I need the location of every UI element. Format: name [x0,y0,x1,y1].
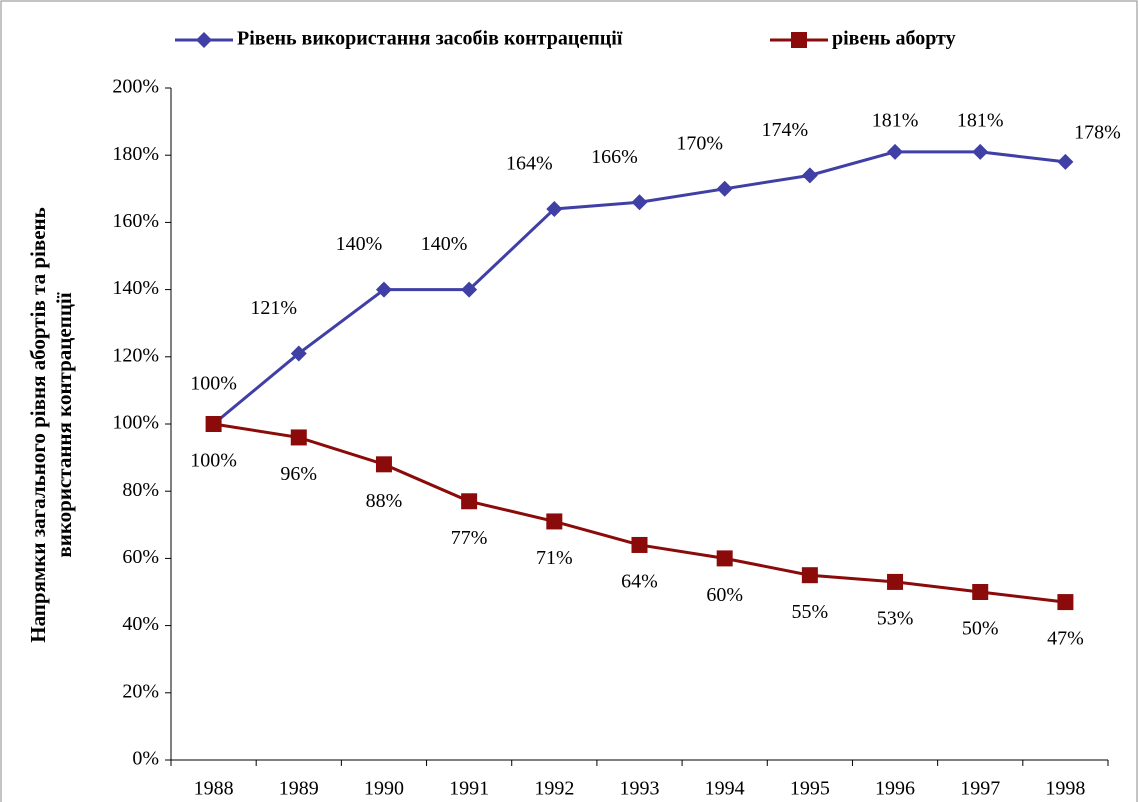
y-tick-label: 60% [122,546,159,568]
data-label: 174% [762,119,809,141]
data-label: 178% [1074,122,1121,144]
y-tick-label: 140% [112,277,159,299]
y-tick-label: 40% [122,613,159,635]
data-label: 121% [250,297,297,319]
data-label: 47% [1047,628,1084,650]
point [546,513,563,530]
legend-label: Рівень використання засобів контрацепції [237,28,623,50]
legend-label: рівень аборту [832,28,956,50]
point [631,536,648,553]
x-tick-label: 1995 [790,778,830,800]
data-label: 71% [536,547,573,569]
data-label: 77% [451,527,488,549]
point [887,143,904,160]
x-tick-label: 1994 [705,778,745,800]
y-tick-label: 180% [112,143,159,165]
point [716,180,733,197]
point [290,429,307,446]
y-tick-label: 20% [122,680,159,702]
y-axis-title-line: використання контрацепції [52,292,76,557]
point [631,194,648,211]
point [716,550,733,567]
point [1057,153,1074,170]
y-tick-label: 100% [112,412,159,434]
y-tick-label: 160% [112,210,159,232]
point [791,32,807,48]
x-tick-label: 1996 [875,778,915,800]
y-axis-title: Напрямки загального рівня абортів та рів… [26,207,76,643]
y-tick-label: 0% [132,748,159,770]
point [1057,594,1074,611]
data-label: 140% [336,233,383,255]
data-label: 181% [872,109,919,131]
point [461,493,478,510]
x-tick-label: 1989 [279,778,319,800]
data-label: 53% [877,608,914,630]
y-tick-label: 120% [112,344,159,366]
x-tick-label: 1990 [364,778,404,800]
data-label: 181% [957,109,1004,131]
y-tick-label: 80% [122,479,159,501]
data-label: 60% [706,584,743,606]
data-label: 164% [506,153,553,175]
data-label: 55% [792,601,829,623]
data-label: 100% [190,373,237,395]
data-label: 100% [190,450,237,472]
point [290,345,307,362]
point [375,456,392,473]
point [461,281,478,298]
data-label: 170% [676,132,723,154]
point [205,416,222,432]
data-label: 140% [421,233,468,255]
point [887,573,904,590]
data-label: 88% [366,490,403,512]
x-tick-label: 1997 [960,778,1000,800]
y-axis-title-line: Напрямки загального рівня абортів та рів… [26,207,50,643]
x-tick-label: 1991 [449,778,489,800]
point [546,200,563,217]
point [375,281,392,298]
point [196,32,212,48]
x-tick-label: 1998 [1045,778,1085,800]
data-label: 50% [962,618,999,640]
x-tick-label: 1988 [194,778,234,800]
x-tick-label: 1992 [534,778,574,800]
point [801,167,818,184]
x-tick-label: 1993 [620,778,660,800]
point [801,567,818,584]
point [972,143,989,160]
point [972,584,989,600]
series-line [212,150,1066,426]
data-label: 64% [621,571,658,593]
y-tick-label: 200% [112,76,159,98]
data-label: 166% [591,146,638,168]
data-label: 96% [280,463,317,485]
